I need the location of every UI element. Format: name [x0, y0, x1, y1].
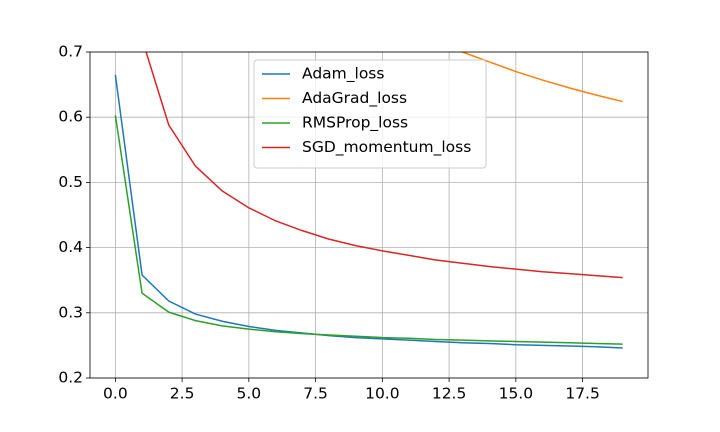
- x-tick-label: 17.5: [565, 385, 600, 403]
- y-tick-label: 0.5: [58, 173, 83, 191]
- y-tick-label: 0.6: [58, 108, 83, 126]
- y-tick-label: 0.7: [58, 43, 83, 61]
- legend-label: AdaGrad_loss: [302, 89, 407, 108]
- axes: 0.0 2.5 5.0 7.5 10.0 12.5 15.0 17.5 0.2 0.3 0.4 0.5…: [58, 43, 600, 403]
- legend: Adam_loss AdaGrad_loss RMSProp_loss SGD_mom…: [253, 59, 487, 169]
- y-tick-label: 0.2: [58, 369, 83, 387]
- y-tick-label: 0.4: [58, 238, 83, 256]
- legend-label: Adam_loss: [302, 65, 384, 84]
- plot-lines: [114, 52, 623, 349]
- x-tick-label: 2.5: [170, 385, 195, 403]
- x-tick-label: 12.5: [432, 385, 467, 403]
- plot-frame: [89, 51, 649, 379]
- series-line: [460, 52, 623, 103]
- series-line: [114, 115, 623, 345]
- series-line: [145, 52, 623, 279]
- legend-box: [253, 59, 487, 169]
- x-tick-label: 10.0: [365, 385, 400, 403]
- x-tick-label: 7.5: [303, 385, 328, 403]
- x-tick-label: 5.0: [237, 385, 262, 403]
- y-tick-label: 0.3: [58, 303, 83, 321]
- x-tick-label: 0.0: [103, 385, 128, 403]
- x-tick-label: 15.0: [499, 385, 534, 403]
- legend-label: SGD_momentum_loss: [302, 138, 471, 157]
- series-line: [114, 74, 623, 349]
- legend-label: RMSProp_loss: [302, 114, 408, 133]
